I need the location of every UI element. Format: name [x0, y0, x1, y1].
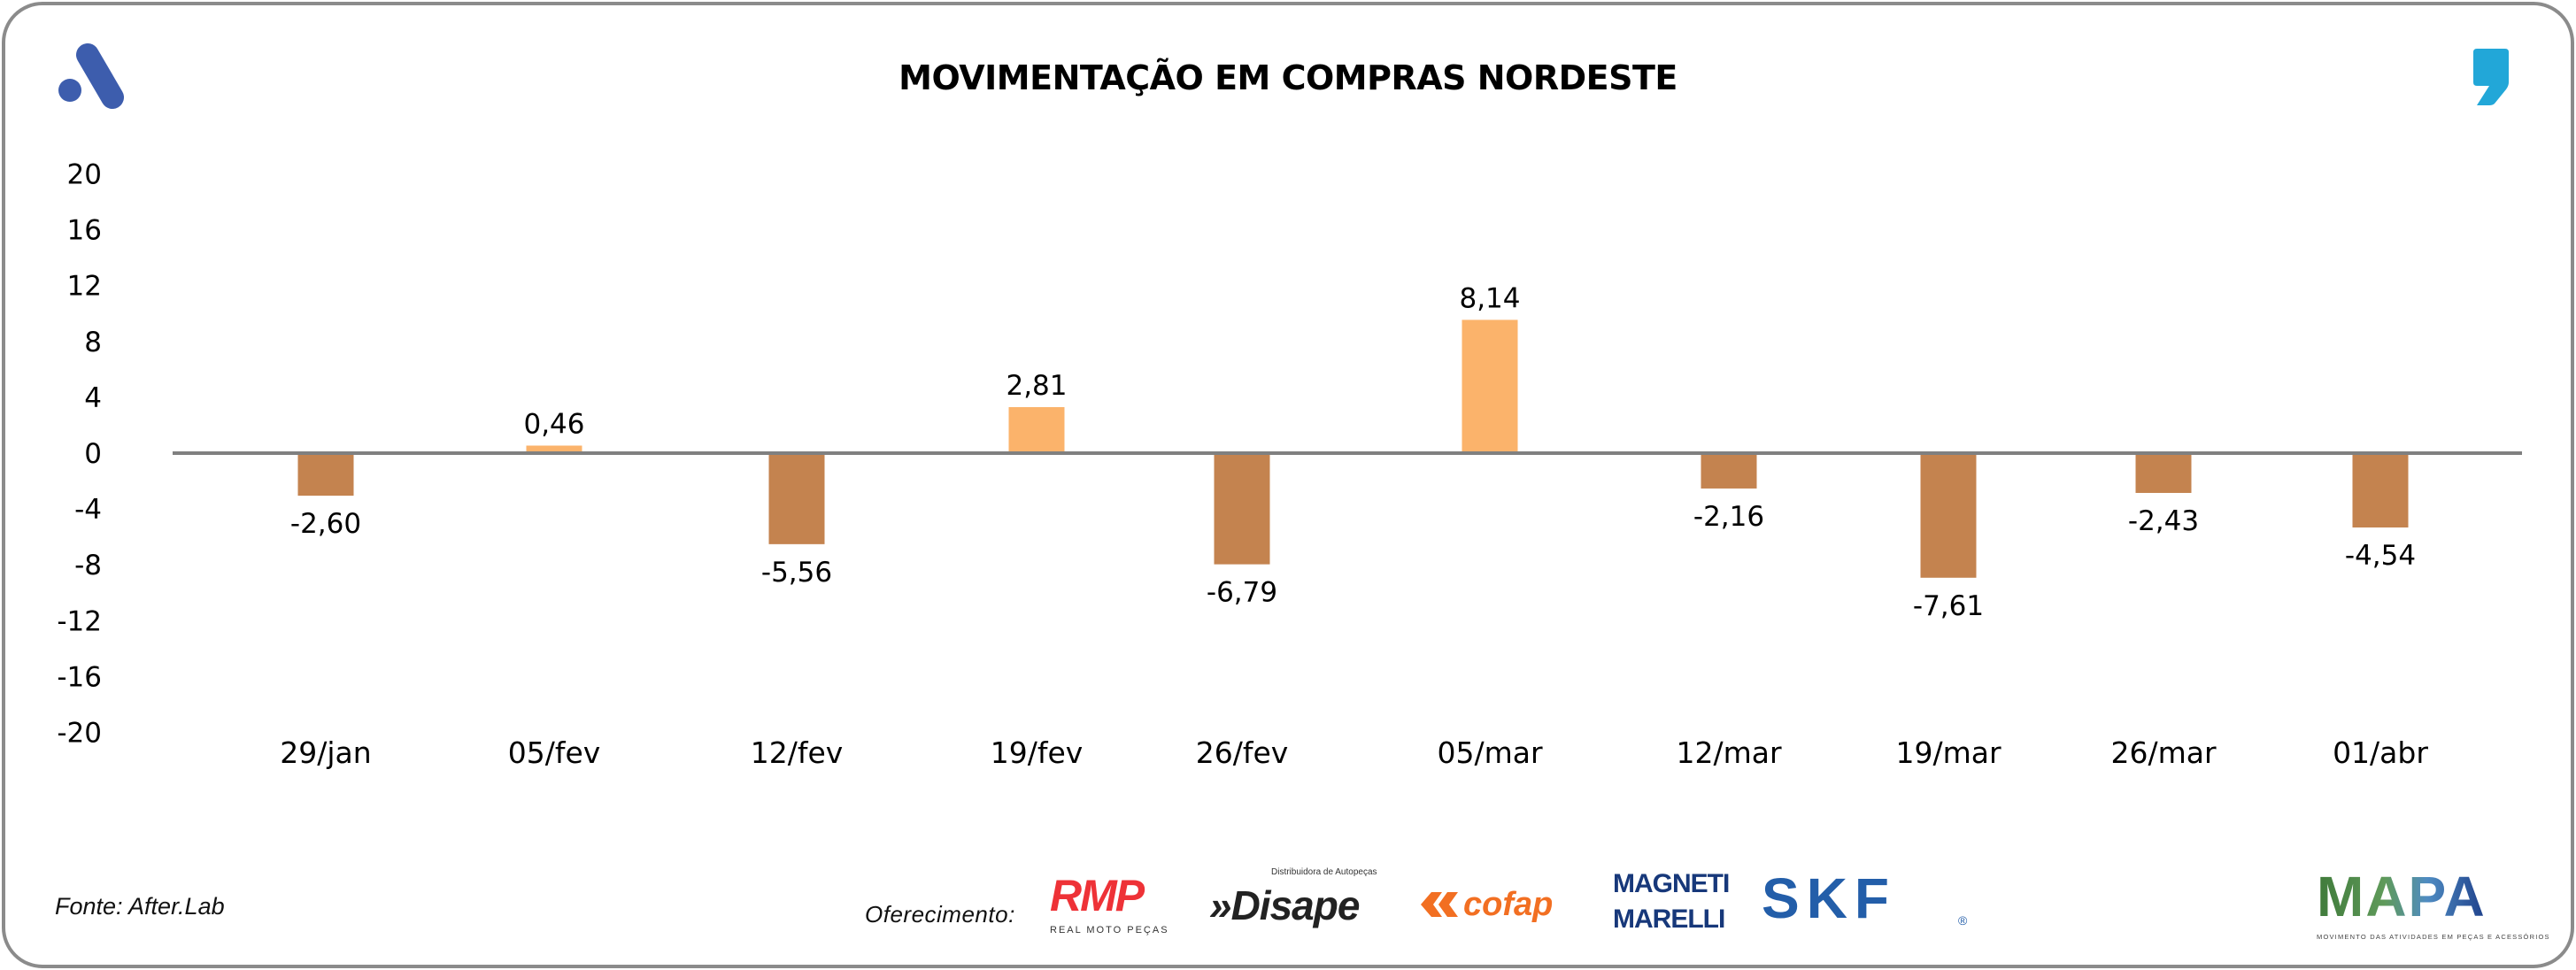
y-tick-label: -4 — [74, 494, 102, 526]
x-tick-label: 01/abr — [2333, 735, 2428, 770]
disape-tagline: Distribuidora de Autopeças — [1271, 867, 1377, 877]
bar-26/mar — [2135, 453, 2192, 493]
sponsor-magneti-marelli-logo: MAGNETI MARELLI — [1613, 862, 1746, 943]
data-label: 0,46 — [523, 408, 584, 440]
x-tick-label: 26/fev — [1196, 735, 1289, 770]
y-tick-label: -20 — [57, 718, 102, 750]
data-label: -2,43 — [2128, 505, 2199, 537]
cofap-wordmark: cofap — [1463, 886, 1554, 923]
sponsor-skf-logo: SKF ® — [1762, 869, 1974, 931]
data-label: 8,14 — [1459, 282, 1520, 314]
chart-title: MOVIMENTAÇÃO EM COMPRAS NORDESTE — [899, 58, 1677, 97]
data-label: -5,56 — [761, 557, 832, 589]
marelli-line-2: MARELLI — [1613, 905, 1725, 934]
brand-a-logo-icon — [58, 43, 124, 109]
bar-01/abr — [2352, 453, 2409, 527]
y-tick-label: -8 — [74, 550, 102, 581]
bar-05/fev — [526, 445, 582, 453]
skf-registered-mark: ® — [1958, 913, 1968, 928]
mapa-wordmark: MAPA — [2317, 865, 2487, 928]
offer-label: Oferecimento: — [865, 901, 1015, 928]
bar-05/mar — [1462, 319, 1518, 453]
data-label: 2,81 — [1006, 370, 1067, 402]
rmp-wordmark: RMP — [1050, 871, 1145, 920]
data-label: -2,60 — [290, 508, 361, 540]
mapa-logo: MAPA MOVIMENTO DAS ATIVIDADES EM PEÇAS E… — [2317, 865, 2549, 952]
data-label: -7,61 — [1913, 590, 1984, 622]
data-label: -2,16 — [1693, 501, 1764, 533]
bar-12/fev — [768, 453, 825, 544]
data-label: -4,54 — [2345, 540, 2416, 572]
cofap-chevron-icon — [1421, 892, 1458, 917]
y-tick-label: 16 — [67, 215, 102, 247]
x-tick-label: 19/fev — [991, 735, 1084, 770]
data-label: -6,79 — [1207, 577, 1277, 609]
x-tick-label: 12/fev — [751, 735, 844, 770]
y-tick-label: -16 — [57, 661, 102, 693]
skf-wordmark: SKF — [1762, 866, 1896, 930]
bar-12/mar — [1701, 453, 1757, 489]
comma-quote-logo-icon — [2473, 49, 2509, 105]
x-tick-label: 05/mar — [1437, 735, 1542, 770]
sponsor-disape-logo: Distribuidora de Autopeças »Disape — [1209, 867, 1395, 942]
bar-26/fev — [1214, 453, 1270, 565]
y-tick-label: 20 — [67, 159, 102, 191]
y-tick-label: 12 — [67, 271, 102, 303]
y-tick-label: 4 — [84, 382, 102, 414]
x-tick-label: 05/fev — [508, 735, 601, 770]
marelli-line-1: MAGNETI — [1613, 869, 1730, 898]
disape-wordmark: »Disape — [1209, 882, 1360, 928]
rmp-tagline: REAL MOTO PEÇAS — [1050, 925, 1169, 935]
source-note: Fonte: After.Lab — [55, 893, 225, 920]
x-tick-label: 19/mar — [1895, 735, 2001, 770]
bar-19/mar — [1920, 453, 1977, 578]
bar-29/jan — [297, 453, 354, 497]
y-tick-label: -12 — [57, 605, 102, 637]
sponsor-rmp-logo: RMP REAL MOTO PEÇAS — [1050, 873, 1192, 940]
x-tick-label: 12/mar — [1676, 735, 1781, 770]
y-tick-label: 0 — [84, 438, 102, 470]
bar-19/fev — [1008, 407, 1065, 453]
mapa-tagline: MOVIMENTO DAS ATIVIDADES EM PEÇAS E ACES… — [2317, 933, 2550, 941]
x-tick-label: 29/jan — [280, 735, 371, 770]
x-tick-label: 26/mar — [2110, 735, 2216, 770]
sponsor-cofap-logo: cofap — [1419, 883, 1596, 928]
y-tick-label: 8 — [84, 327, 102, 358]
